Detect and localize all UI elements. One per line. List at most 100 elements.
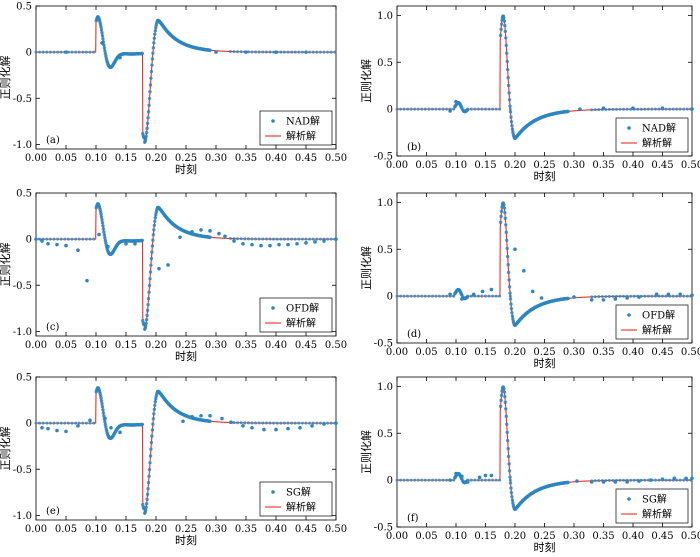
numeric-point bbox=[460, 297, 464, 301]
x-tick-label: 0.40 bbox=[265, 153, 287, 164]
numeric-point bbox=[471, 292, 476, 297]
x-tick-label: 0.35 bbox=[235, 524, 257, 535]
y-axis-label: 正则化解 bbox=[359, 246, 373, 290]
numeric-point bbox=[664, 478, 668, 482]
numeric-point bbox=[566, 480, 570, 485]
numeric-point bbox=[190, 414, 194, 419]
numeric-point bbox=[487, 294, 491, 298]
numeric-point bbox=[420, 478, 424, 482]
numeric-point bbox=[505, 238, 509, 242]
numeric-point bbox=[46, 241, 50, 246]
numeric-point bbox=[690, 293, 694, 297]
numeric-point bbox=[310, 424, 314, 428]
numeric-point bbox=[52, 50, 56, 54]
numeric-point bbox=[154, 213, 158, 217]
numeric-point bbox=[149, 256, 154, 261]
numeric-point bbox=[148, 454, 153, 458]
numeric-point bbox=[611, 478, 615, 482]
numeric-point bbox=[510, 498, 515, 502]
numeric-point bbox=[297, 237, 301, 241]
numeric-point bbox=[631, 106, 635, 110]
numeric-point bbox=[508, 110, 513, 114]
numeric-point bbox=[148, 83, 153, 87]
numeric-point bbox=[499, 214, 503, 219]
numeric-point bbox=[409, 478, 413, 482]
numeric-point bbox=[254, 50, 258, 54]
numeric-point bbox=[223, 234, 227, 239]
y-tick-label: 1.0 bbox=[377, 382, 393, 393]
numeric-point bbox=[445, 478, 449, 482]
numeric-point bbox=[427, 478, 431, 482]
numeric-point bbox=[232, 239, 236, 243]
numeric-point bbox=[483, 473, 488, 478]
numeric-point bbox=[282, 50, 286, 54]
numeric-point bbox=[437, 294, 441, 298]
y-axis-label: 正则化解 bbox=[359, 430, 373, 474]
numeric-point bbox=[613, 480, 618, 484]
y-tick-label: 0.5 bbox=[16, 2, 32, 13]
numeric-point bbox=[48, 421, 52, 425]
numeric-point bbox=[290, 50, 294, 54]
x-tick-label: 0.20 bbox=[504, 347, 526, 358]
panel-label: (a) bbox=[46, 135, 60, 146]
numeric-point bbox=[506, 83, 511, 88]
numeric-point bbox=[88, 50, 92, 54]
numeric-point bbox=[395, 107, 399, 111]
numeric-point bbox=[611, 294, 615, 298]
numeric-point bbox=[268, 243, 272, 248]
numeric-point bbox=[70, 237, 74, 241]
numeric-point bbox=[618, 107, 622, 111]
numeric-point bbox=[41, 50, 45, 54]
numeric-point bbox=[275, 237, 279, 241]
numeric-point bbox=[70, 421, 74, 425]
numeric-point bbox=[498, 478, 502, 482]
numeric-point bbox=[539, 296, 544, 300]
numeric-point bbox=[614, 294, 618, 298]
numeric-point bbox=[149, 440, 154, 445]
numeric-point bbox=[59, 421, 63, 425]
numeric-point bbox=[506, 447, 510, 451]
numeric-point bbox=[45, 50, 49, 54]
numeric-point bbox=[100, 34, 105, 38]
x-axis-label: 时刻 bbox=[534, 169, 556, 183]
numeric-point bbox=[236, 421, 240, 425]
numeric-point bbox=[522, 269, 526, 273]
numeric-point bbox=[566, 296, 570, 301]
numeric-point bbox=[437, 478, 441, 482]
numeric-point bbox=[402, 107, 406, 111]
numeric-point bbox=[311, 237, 315, 241]
numeric-point bbox=[308, 421, 312, 425]
numeric-point bbox=[38, 237, 42, 241]
numeric-point bbox=[74, 237, 78, 241]
x-tick-label: 0.45 bbox=[651, 531, 673, 542]
numeric-point bbox=[241, 424, 245, 428]
numeric-point bbox=[282, 421, 286, 425]
numeric-point bbox=[254, 237, 258, 241]
numeric-point bbox=[143, 137, 148, 141]
numeric-point bbox=[326, 421, 330, 425]
numeric-point bbox=[506, 76, 510, 80]
numeric-point bbox=[499, 393, 504, 397]
numeric-point bbox=[229, 420, 233, 425]
numeric-point bbox=[629, 294, 633, 298]
numeric-point bbox=[88, 418, 92, 423]
y-tick-label: -1.0 bbox=[13, 140, 32, 151]
y-tick-label: -0.5 bbox=[374, 152, 393, 163]
numeric-point bbox=[99, 215, 104, 219]
numeric-point bbox=[502, 206, 507, 210]
numeric-point bbox=[151, 422, 155, 426]
numeric-point bbox=[494, 478, 498, 482]
numeric-point bbox=[618, 294, 622, 298]
subplot-c: 0.00 0.05 0.10 0.15 0.20 0.25 0.30 0.35 0.40 0.45… bbox=[0, 189, 347, 364]
numeric-point bbox=[208, 413, 212, 418]
numeric-point bbox=[505, 438, 510, 443]
x-tick-label: 0.50 bbox=[325, 524, 347, 535]
numeric-point bbox=[487, 107, 491, 111]
subplot-f: 0.00 0.05 0.10 0.15 0.20 0.25 0.30 0.35 0.40 0.45… bbox=[359, 376, 700, 554]
numeric-point bbox=[147, 103, 151, 107]
numeric-point bbox=[445, 107, 449, 111]
numeric-point bbox=[315, 50, 319, 54]
numeric-point bbox=[452, 478, 456, 482]
numeric-point bbox=[637, 479, 641, 483]
